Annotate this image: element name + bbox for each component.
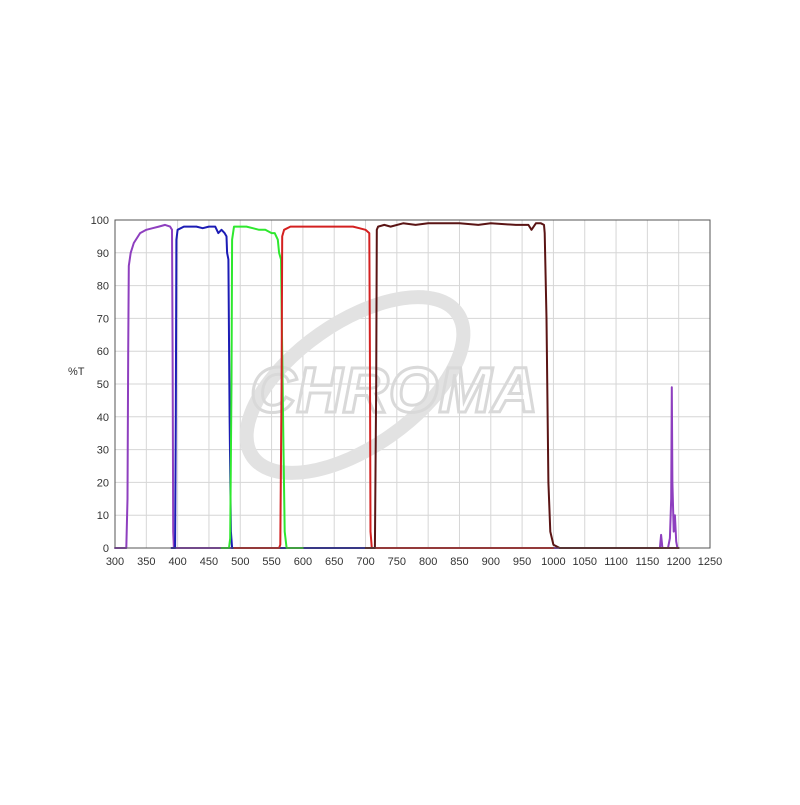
x-tick-label: 1100 [604,556,628,568]
y-axis-label: %T [68,366,85,378]
series-line-4 [233,225,555,549]
y-tick-label: 10 [97,510,109,522]
x-tick-label: 500 [231,556,249,568]
x-tick-label: 750 [388,556,406,568]
x-tick-label: 300 [106,556,124,568]
tick-layer: 300 350 400 450 500 550 600 650 700 750 800 850 900 9… [91,215,723,568]
x-tick-label: 800 [419,556,437,568]
x-tick-label: 550 [262,556,280,568]
x-tick-label: 450 [200,556,218,568]
x-tick-label: 900 [482,556,500,568]
x-tick-label: 600 [294,556,312,568]
y-tick-label: 50 [97,379,109,391]
x-tick-label: 400 [168,556,186,568]
y-tick-label: 0 [103,543,109,555]
series-line-2 [170,225,380,549]
x-tick-label: 1200 [666,556,690,568]
y-tick-label: 70 [97,313,109,325]
x-tick-label: 1050 [572,556,596,568]
x-tick-label: 350 [137,556,155,568]
series-line-1 [114,223,680,549]
x-tick-label: 700 [356,556,374,568]
series-layer [114,222,680,549]
plot-frame [114,219,711,549]
y-tick-label: 30 [97,445,109,457]
x-tick-label: 950 [513,556,531,568]
y-tick-label: 20 [97,477,109,489]
y-tick-label: 80 [97,281,109,293]
chroma-watermark: CHROMA [239,290,539,480]
x-tick-label: 1150 [636,556,660,568]
y-tick-label: 60 [97,346,109,358]
watermark-text: CHROMA [250,354,538,426]
y-tick-label: 40 [97,412,109,424]
watermark-ellipse [239,290,471,480]
x-tick-label: 1000 [541,556,565,568]
x-tick-label: 1250 [698,556,722,568]
y-tick-label: 100 [91,215,109,227]
x-tick-label: 850 [450,556,468,568]
series-line-5 [364,222,680,549]
y-tick-label: 90 [97,248,109,260]
series-line-3 [220,225,304,549]
x-tick-label: 650 [325,556,343,568]
